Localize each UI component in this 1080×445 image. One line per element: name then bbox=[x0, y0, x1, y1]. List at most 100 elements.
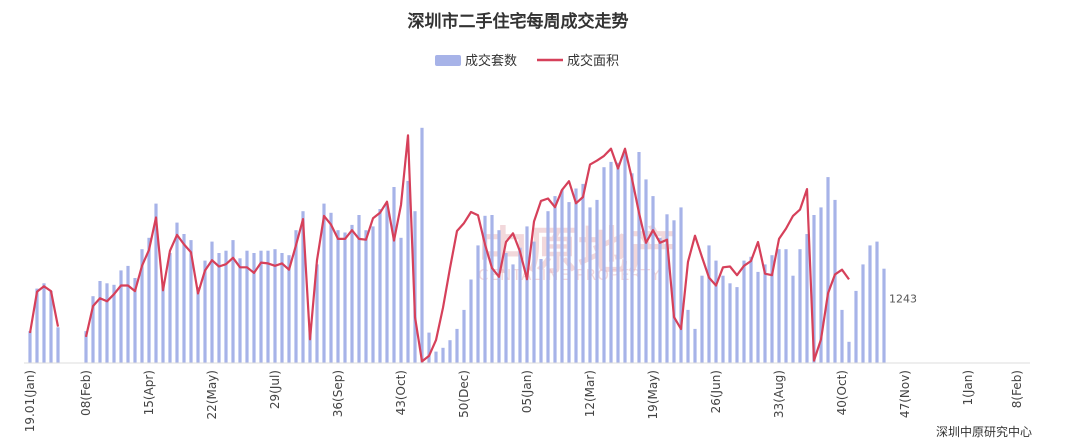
bar bbox=[532, 241, 536, 363]
bar bbox=[357, 215, 361, 363]
bar bbox=[49, 290, 53, 363]
bar bbox=[455, 328, 459, 363]
bar bbox=[315, 264, 319, 363]
bar bbox=[805, 234, 809, 363]
bar bbox=[462, 309, 466, 363]
bar bbox=[98, 281, 102, 363]
bar bbox=[364, 230, 368, 363]
bar bbox=[525, 226, 529, 363]
bar bbox=[777, 249, 781, 363]
bar bbox=[189, 240, 193, 363]
bar bbox=[574, 188, 578, 363]
legend-item-bar[interactable]: 成交套数 bbox=[435, 53, 517, 69]
x-tick-label: 19(May) bbox=[646, 370, 660, 419]
bar bbox=[490, 215, 494, 363]
x-tick-label: 22(May) bbox=[205, 370, 219, 419]
bar bbox=[280, 253, 284, 363]
x-tick-label: 29(Jul) bbox=[268, 370, 282, 409]
bar bbox=[616, 162, 620, 363]
bar bbox=[651, 196, 655, 363]
end-label-area: 105775 bbox=[889, 0, 931, 3]
bar bbox=[224, 250, 228, 363]
bar bbox=[168, 253, 172, 363]
legend-line-label: 成交面积 bbox=[567, 53, 619, 69]
bar bbox=[518, 247, 522, 363]
bar bbox=[210, 241, 214, 363]
bar bbox=[826, 177, 830, 363]
bar bbox=[679, 207, 683, 363]
bar bbox=[343, 232, 347, 363]
bar bbox=[112, 284, 116, 363]
bar bbox=[693, 328, 697, 363]
x-tick-label: 43(Oct) bbox=[394, 370, 408, 415]
bar bbox=[567, 202, 571, 363]
end-label-units: 1243 bbox=[889, 293, 917, 306]
x-tick-label: 12(Mar) bbox=[583, 370, 597, 417]
watermark: 中原地产 CENTALINE PROPERTY bbox=[478, 222, 678, 284]
bar bbox=[742, 260, 746, 363]
bar bbox=[105, 283, 109, 363]
bar bbox=[399, 237, 403, 363]
bar bbox=[714, 260, 718, 363]
bar bbox=[630, 173, 634, 363]
bar bbox=[413, 211, 417, 363]
bar bbox=[385, 203, 389, 363]
bar bbox=[595, 199, 599, 363]
bar bbox=[203, 260, 207, 363]
bar bbox=[623, 152, 627, 363]
x-tick-label: 47(Nov) bbox=[898, 370, 912, 418]
bar bbox=[476, 245, 480, 363]
bar bbox=[637, 152, 641, 363]
x-tick-label: 1(Jan) bbox=[961, 370, 975, 406]
bar bbox=[469, 279, 473, 363]
bar bbox=[700, 275, 704, 363]
source-note: 深圳中原研究中心 bbox=[936, 424, 1032, 439]
bar bbox=[196, 287, 200, 363]
x-axis-ticks: 19.01(Jan) 08(Feb) 15(Apr) 22(May) 29(Jul) 36… bbox=[23, 370, 1024, 432]
bar bbox=[28, 331, 32, 363]
bar bbox=[231, 240, 235, 363]
bar bbox=[238, 258, 242, 363]
bar bbox=[840, 309, 844, 363]
bar bbox=[588, 207, 592, 363]
x-tick-label: 8(Feb) bbox=[1010, 370, 1024, 408]
bar bbox=[35, 288, 39, 363]
bar bbox=[91, 296, 95, 363]
bar bbox=[497, 230, 501, 363]
bar bbox=[686, 309, 690, 363]
bar bbox=[336, 230, 340, 363]
x-tick-label: 15(Apr) bbox=[142, 370, 156, 415]
bar bbox=[56, 327, 60, 363]
bar bbox=[84, 331, 88, 363]
bar bbox=[609, 161, 613, 363]
legend-item-line[interactable]: 成交面积 bbox=[537, 53, 619, 69]
bar bbox=[602, 167, 606, 363]
bar bbox=[259, 250, 263, 363]
bar bbox=[252, 253, 256, 363]
bar bbox=[483, 215, 487, 363]
x-tick-label: 19.01(Jan) bbox=[23, 370, 37, 432]
bar bbox=[126, 265, 130, 363]
bar bbox=[875, 241, 879, 363]
bar bbox=[42, 283, 46, 363]
bar bbox=[175, 222, 179, 363]
bar bbox=[546, 211, 550, 363]
bar bbox=[511, 264, 515, 363]
bar bbox=[266, 250, 270, 363]
bar bbox=[434, 351, 438, 363]
bar bbox=[161, 285, 165, 363]
bar bbox=[735, 287, 739, 363]
bar bbox=[308, 328, 312, 363]
bar bbox=[721, 275, 725, 363]
bar bbox=[504, 253, 508, 363]
bar bbox=[273, 249, 277, 363]
bar bbox=[301, 211, 305, 363]
bar bbox=[140, 249, 144, 363]
x-tick-label: 08(Feb) bbox=[79, 370, 93, 416]
bar bbox=[791, 275, 795, 363]
bar bbox=[707, 245, 711, 363]
legend[interactable]: 成交套数 成交面积 bbox=[435, 53, 619, 69]
bar bbox=[420, 127, 424, 363]
x-tick-label: 50(Dec) bbox=[457, 370, 471, 418]
